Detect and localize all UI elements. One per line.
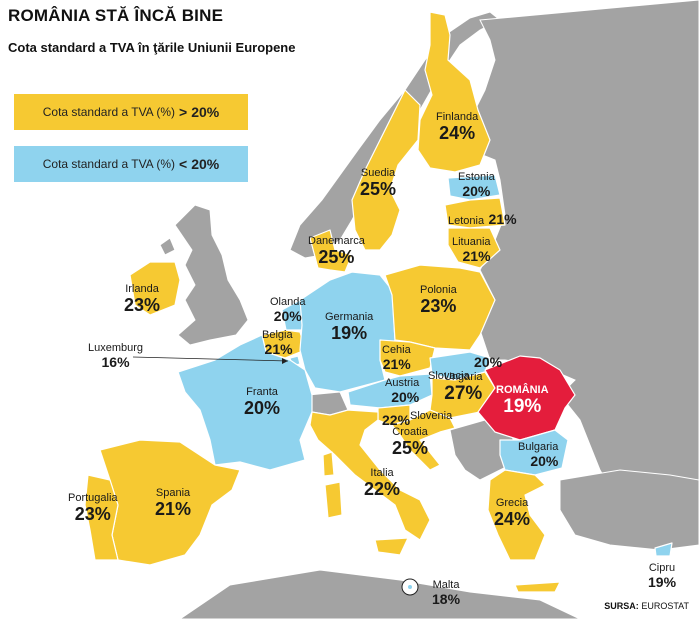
label-cehia: Cehia 21%: [382, 344, 411, 372]
legend-above-op: >: [179, 104, 188, 120]
label-irlanda: Irlanda 23%: [124, 283, 161, 315]
czechia-shape: [379, 339, 436, 377]
page-subtitle: Cota standard a TVA în ţările Uniunii Eu…: [8, 40, 296, 55]
estonia-shape: [447, 174, 501, 201]
label-spania: Spania 21%: [155, 487, 192, 519]
portugal-shape: [84, 474, 119, 561]
luxembourg-pointer: [132, 356, 289, 362]
label-grecia: Grecia 24%: [494, 497, 531, 529]
germany-shape: [299, 271, 396, 393]
legend-above-text: Cota standard a TVA (%): [42, 105, 176, 119]
label-finlanda: Finlanda 24%: [436, 111, 479, 143]
legend-below: Cota standard a TVA (%) < 20%: [14, 146, 248, 182]
legend-above-threshold: 20%: [191, 104, 220, 120]
legend-above: Cota standard a TVA (%) > 20%: [14, 94, 248, 130]
sardinia-shape: [324, 481, 343, 519]
greece-shape: [487, 469, 546, 561]
britain-shape: [174, 204, 249, 346]
label-bulgaria: Bulgaria 20%: [518, 441, 559, 469]
label-austria: Austria 20%: [385, 377, 420, 405]
italy-shape: [309, 409, 431, 541]
label-romania: ROMÂNIA 19%: [496, 384, 549, 417]
label-luxemburg: Luxemburg 16%: [88, 342, 144, 370]
label-croatia: Croatia 25%: [392, 426, 429, 458]
finland-shape: [417, 11, 491, 173]
label-ungaria: Ungaria 27%: [444, 371, 483, 404]
sicily-shape: [374, 537, 409, 556]
label-lituania: Lituania 21%: [452, 236, 491, 264]
label-belgia: Belgia 21%: [262, 329, 293, 357]
label-suedia: Suedia 25%: [360, 167, 397, 199]
denmark-shape: [309, 229, 353, 273]
label-slovacia: Slovacia 20%: [428, 354, 503, 382]
legend-below-threshold: 20%: [191, 156, 220, 172]
label-polonia: Polonia 23%: [420, 284, 457, 316]
label-letonia: Letonia 21%: [448, 211, 517, 227]
source-note: SURSA: EUROSTAT: [604, 601, 689, 611]
lithuania-shape: [447, 227, 501, 269]
page-title: ROMÂNIA STĂ ÎNCĂ BINE: [8, 6, 224, 25]
africa-shape: [179, 569, 581, 619]
ireland-shape: [129, 261, 181, 316]
france-shape: [177, 334, 313, 471]
label-franta: Franta 20%: [244, 386, 281, 418]
cyprus-shape: [654, 542, 673, 557]
label-slovenia: 22%Slovenia: [382, 410, 453, 428]
label-portugalia: Portugalia 23%: [68, 492, 118, 524]
sweden-shape: [351, 89, 421, 251]
romania-shape: [477, 355, 576, 441]
label-estonia: Estonia 20%: [458, 171, 495, 199]
legend-below-text: Cota standard a TVA (%): [42, 157, 176, 171]
croatia-shape: [391, 409, 456, 471]
label-germania: Germania 19%: [325, 311, 374, 343]
corsica-shape: [322, 451, 335, 477]
label-italia: Italia 22%: [364, 467, 401, 499]
label-cipru: Cipru 19%: [648, 562, 677, 590]
legend-below-op: <: [179, 156, 188, 172]
bulgaria-shape: [499, 429, 569, 476]
turkey-shape: [559, 469, 699, 551]
latvia-shape: [444, 197, 506, 229]
poland-shape: [384, 264, 496, 351]
label-olanda: Olanda 20%: [270, 296, 306, 324]
label-danemarca: Danemarca 25%: [308, 235, 365, 267]
crete-shape: [514, 581, 561, 593]
label-malta: Malta 18%: [432, 579, 461, 607]
